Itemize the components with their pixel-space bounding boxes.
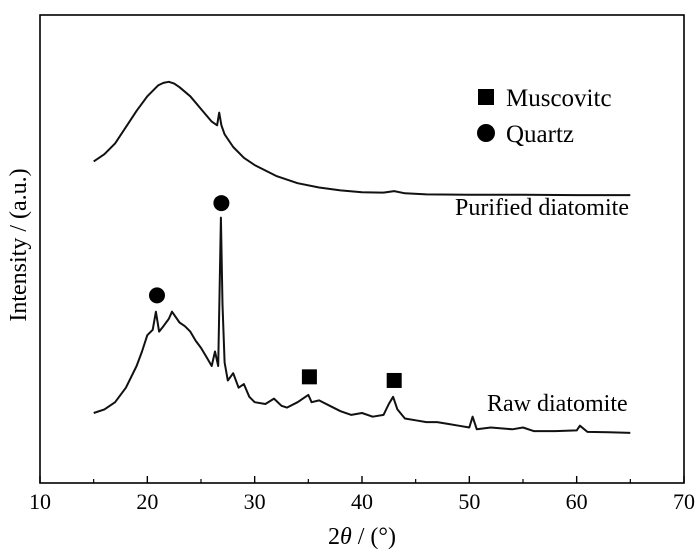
muscovite-marker [301, 369, 317, 385]
x-axis-label: 2θ / (°) [328, 524, 396, 550]
peak-markers [148, 195, 402, 388]
x-axis-label-theta: θ [340, 524, 352, 550]
legend: Muscovitc Quartz [477, 85, 612, 148]
quartz-marker [148, 287, 165, 304]
x-tick-label: 50 [458, 489, 480, 514]
series-line-1 [93, 216, 631, 434]
x-tick-label: 20 [136, 489, 158, 514]
series-line-0 [93, 80, 631, 197]
quartz-marker [213, 195, 230, 212]
x-tick-label: 60 [566, 489, 588, 514]
x-tick-label: 10 [29, 489, 51, 514]
legend-square-icon [478, 89, 494, 105]
series-label-purified: Purified diatomite [455, 195, 629, 221]
x-axis-label-unit: / (°) [352, 524, 396, 550]
series-layer [93, 80, 631, 434]
muscovite-marker [386, 372, 402, 388]
y-axis-label: Intensity / (a.u.) [6, 168, 32, 321]
x-axis-label-prefix: 2 [328, 524, 340, 550]
series-label-raw: Raw diatomite [487, 391, 628, 417]
legend-circle-icon [477, 124, 495, 142]
x-tick-label: 30 [244, 489, 266, 514]
x-tick-label: 40 [351, 489, 373, 514]
legend-label-quartz: Quartz [506, 121, 574, 148]
x-axis-ticks: 10 20 30 40 50 60 70 [29, 476, 695, 514]
legend-label-muscovite: Muscovitc [506, 85, 612, 112]
x-tick-label: 70 [673, 489, 695, 514]
